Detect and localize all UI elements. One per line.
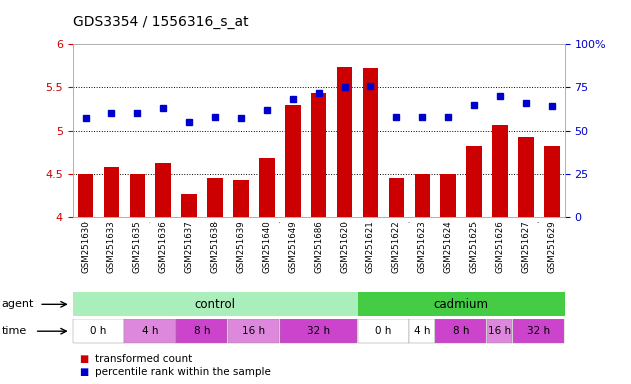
Bar: [103, 167, 119, 384]
Text: 16 h: 16 h: [242, 326, 266, 336]
Text: GDS3354 / 1556316_s_at: GDS3354 / 1556316_s_at: [73, 15, 248, 29]
Text: GSM251622: GSM251622: [392, 220, 401, 273]
Text: GSM251630: GSM251630: [81, 220, 90, 273]
Text: GSM251621: GSM251621: [366, 220, 375, 273]
Text: GSM251637: GSM251637: [185, 220, 194, 273]
Bar: [410, 319, 435, 343]
Text: 16 h: 16 h: [488, 326, 512, 336]
Bar: [285, 104, 300, 384]
Text: transformed count: transformed count: [95, 354, 192, 364]
Bar: [73, 319, 124, 343]
Bar: [513, 319, 564, 343]
Text: time: time: [1, 326, 27, 336]
Text: GSM251638: GSM251638: [211, 220, 220, 273]
Bar: [466, 146, 482, 384]
Text: 0 h: 0 h: [90, 326, 107, 336]
Text: cadmium: cadmium: [433, 298, 488, 311]
Text: GSM251635: GSM251635: [133, 220, 142, 273]
Bar: [129, 174, 145, 384]
Bar: [181, 194, 197, 384]
Bar: [415, 174, 430, 384]
Bar: [311, 93, 326, 384]
Text: GSM251624: GSM251624: [444, 220, 452, 273]
Text: 0 h: 0 h: [375, 326, 392, 336]
Text: GSM251623: GSM251623: [418, 220, 427, 273]
Text: GSM251627: GSM251627: [521, 220, 531, 273]
Bar: [176, 319, 227, 343]
Bar: [259, 158, 274, 384]
Text: 8 h: 8 h: [453, 326, 469, 336]
Text: agent: agent: [1, 299, 33, 310]
Text: GSM251629: GSM251629: [547, 220, 557, 273]
Text: ■: ■: [79, 367, 88, 377]
Text: GSM251620: GSM251620: [340, 220, 349, 273]
Text: 32 h: 32 h: [307, 326, 330, 336]
Bar: [207, 178, 223, 384]
Text: control: control: [194, 298, 235, 311]
Bar: [73, 292, 358, 316]
Text: GSM251686: GSM251686: [314, 220, 323, 273]
Text: GSM251640: GSM251640: [262, 220, 271, 273]
Text: GSM251639: GSM251639: [237, 220, 245, 273]
Text: GSM251625: GSM251625: [469, 220, 478, 273]
Bar: [358, 292, 565, 316]
Bar: [389, 178, 404, 384]
Text: GSM251626: GSM251626: [495, 220, 504, 273]
Bar: [435, 319, 487, 343]
Bar: [544, 146, 560, 384]
Bar: [228, 319, 279, 343]
Bar: [440, 174, 456, 384]
Text: ■: ■: [79, 354, 88, 364]
Bar: [363, 68, 378, 384]
Bar: [233, 180, 249, 384]
Bar: [124, 319, 175, 343]
Bar: [492, 124, 508, 384]
Text: GSM251636: GSM251636: [159, 220, 168, 273]
Text: percentile rank within the sample: percentile rank within the sample: [95, 367, 271, 377]
Text: 4 h: 4 h: [414, 326, 430, 336]
Bar: [518, 137, 534, 384]
Text: 32 h: 32 h: [528, 326, 550, 336]
Text: GSM251633: GSM251633: [107, 220, 116, 273]
Bar: [155, 162, 171, 384]
Text: 8 h: 8 h: [194, 326, 210, 336]
Text: GSM251649: GSM251649: [288, 220, 297, 273]
Text: 4 h: 4 h: [142, 326, 158, 336]
Bar: [78, 174, 93, 384]
Bar: [280, 319, 357, 343]
Bar: [358, 319, 409, 343]
Bar: [337, 68, 352, 384]
Bar: [487, 319, 512, 343]
